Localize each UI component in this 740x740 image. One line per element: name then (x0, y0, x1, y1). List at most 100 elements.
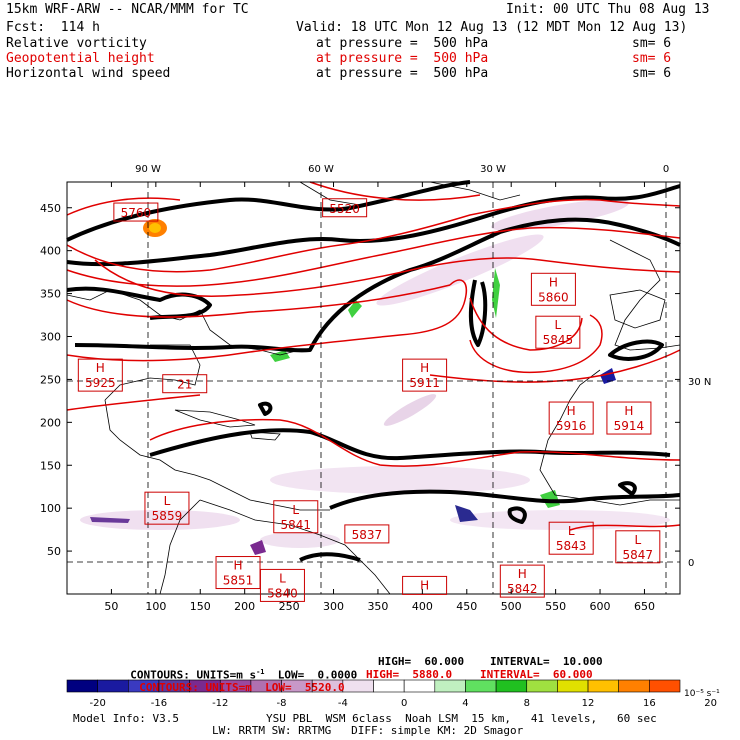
height-contour (149, 418, 681, 467)
y-tick-label: 100 (40, 502, 61, 515)
wind-contour (66, 180, 471, 242)
wind-contour (608, 339, 664, 361)
coastline-europe-africa (539, 239, 681, 506)
height-contour (429, 349, 681, 383)
black-contour-info: CONTOURS: UNITS=m s-1 LOW= 0.0000 (117, 655, 357, 682)
black-contour-units: UNITS=m s (196, 668, 257, 682)
forecast-hour: Fcst: 114 h (6, 20, 100, 35)
coastline-cuba (174, 409, 256, 428)
vorticity-patch (250, 540, 266, 555)
label-box (144, 491, 190, 525)
label-box (606, 401, 652, 435)
vorticity-patch (80, 510, 240, 530)
height-contour (66, 394, 201, 411)
red-contour-low: LOW= 5520.0 (265, 681, 345, 694)
colorbar-units: 10⁻⁵ s⁻¹ (684, 689, 720, 699)
latitude-label: 30 N (688, 377, 711, 388)
center-value: 5841 (281, 518, 312, 532)
y-tick-label: 150 (40, 459, 61, 472)
y-tick-label: 300 (40, 331, 61, 344)
field-sm-vorticity: sm= 6 (632, 36, 672, 51)
label-box (535, 315, 581, 349)
colorbar-swatch (526, 679, 558, 693)
height-contour (569, 524, 681, 531)
vorticity-patch (450, 510, 670, 530)
longitude-label: 90 W (135, 164, 161, 175)
center-value: 5842 (507, 582, 538, 596)
field-pressure-wind: at pressure = 500 hPa (316, 66, 489, 81)
center-value: 5860 (538, 290, 569, 304)
vorticity-patch (149, 223, 161, 233)
center-type: H (96, 361, 105, 375)
colorbar-tick-label: -4 (338, 698, 348, 709)
center-type: L (568, 524, 575, 538)
label-box (499, 564, 545, 598)
height-center-label: H (402, 575, 448, 595)
vorticity-patch (376, 234, 544, 306)
wind-contour (258, 401, 273, 416)
center-type: H (420, 578, 429, 592)
vorticity-patch (270, 466, 530, 494)
red-contour-label: CONTOURS: (139, 681, 199, 694)
height-contour (66, 284, 451, 318)
black-contour-high: HIGH= 60.000 (378, 655, 465, 668)
center-type: H (420, 361, 429, 375)
center-value: 5916 (556, 419, 587, 433)
longitude-label: 30 W (480, 164, 506, 175)
red-contour-interval: INTERVAL= 60.000 (480, 668, 593, 681)
x-tick-label: 500 (501, 600, 522, 613)
vorticity-patch (491, 199, 629, 231)
init-time: Init: 00 UTC Thu 08 Aug 13 (506, 2, 710, 17)
y-tick-label: 200 (40, 416, 61, 429)
vorticity-patch (260, 532, 340, 548)
colorbar-tick-label: -12 (212, 698, 228, 709)
height-center-label: 5760 (113, 202, 159, 222)
y-tick-label: 50 (47, 545, 61, 558)
red-contour-high: HIGH= 5880.0 (366, 668, 453, 681)
label-box (615, 530, 661, 564)
colorbar-swatch (373, 679, 405, 693)
black-contour-interval: INTERVAL= 10.000 (490, 655, 603, 668)
center-type: L (292, 503, 299, 517)
height-contour (66, 197, 181, 216)
latitude-label: 0 (688, 558, 694, 569)
label-box (402, 575, 448, 595)
wind-contour (149, 428, 671, 461)
label-box (113, 202, 159, 222)
colorbar-swatch (66, 679, 98, 693)
center-value: 5845 (543, 333, 574, 347)
center-value: 5911 (409, 376, 440, 390)
center-value: 5843 (556, 539, 587, 553)
x-tick-label: 100 (145, 600, 166, 613)
label-box (344, 524, 390, 544)
x-tick-label: 600 (590, 600, 611, 613)
center-value: 5837 (352, 528, 383, 542)
coastline-hispaniola (249, 431, 281, 441)
x-tick-label: 250 (279, 600, 300, 613)
field-name-height: Geopotential height (6, 51, 155, 66)
center-value: 5760 (121, 206, 152, 220)
wind-contour (618, 481, 637, 496)
colorbar-tick-label: -20 (89, 698, 105, 709)
plot-frame (66, 181, 681, 595)
colorbar-swatch (557, 679, 589, 693)
height-contour (66, 226, 681, 287)
colorbar-swatch (495, 679, 528, 693)
center-value: 5520 (329, 202, 360, 216)
colorbar-swatch (403, 679, 436, 693)
physics-line-2: LW: RRTM SW: RRTMG DIFF: simple KM: 2D S… (212, 724, 524, 737)
label-box (259, 568, 305, 602)
field-pressure-vorticity: at pressure = 500 hPa (316, 36, 489, 51)
colorbar-tick-label: 12 (582, 698, 595, 709)
black-contour-label: CONTOURS: (130, 668, 190, 682)
wind-contour (66, 184, 681, 267)
height-contour (469, 314, 603, 374)
center-value: 5914 (614, 419, 645, 433)
